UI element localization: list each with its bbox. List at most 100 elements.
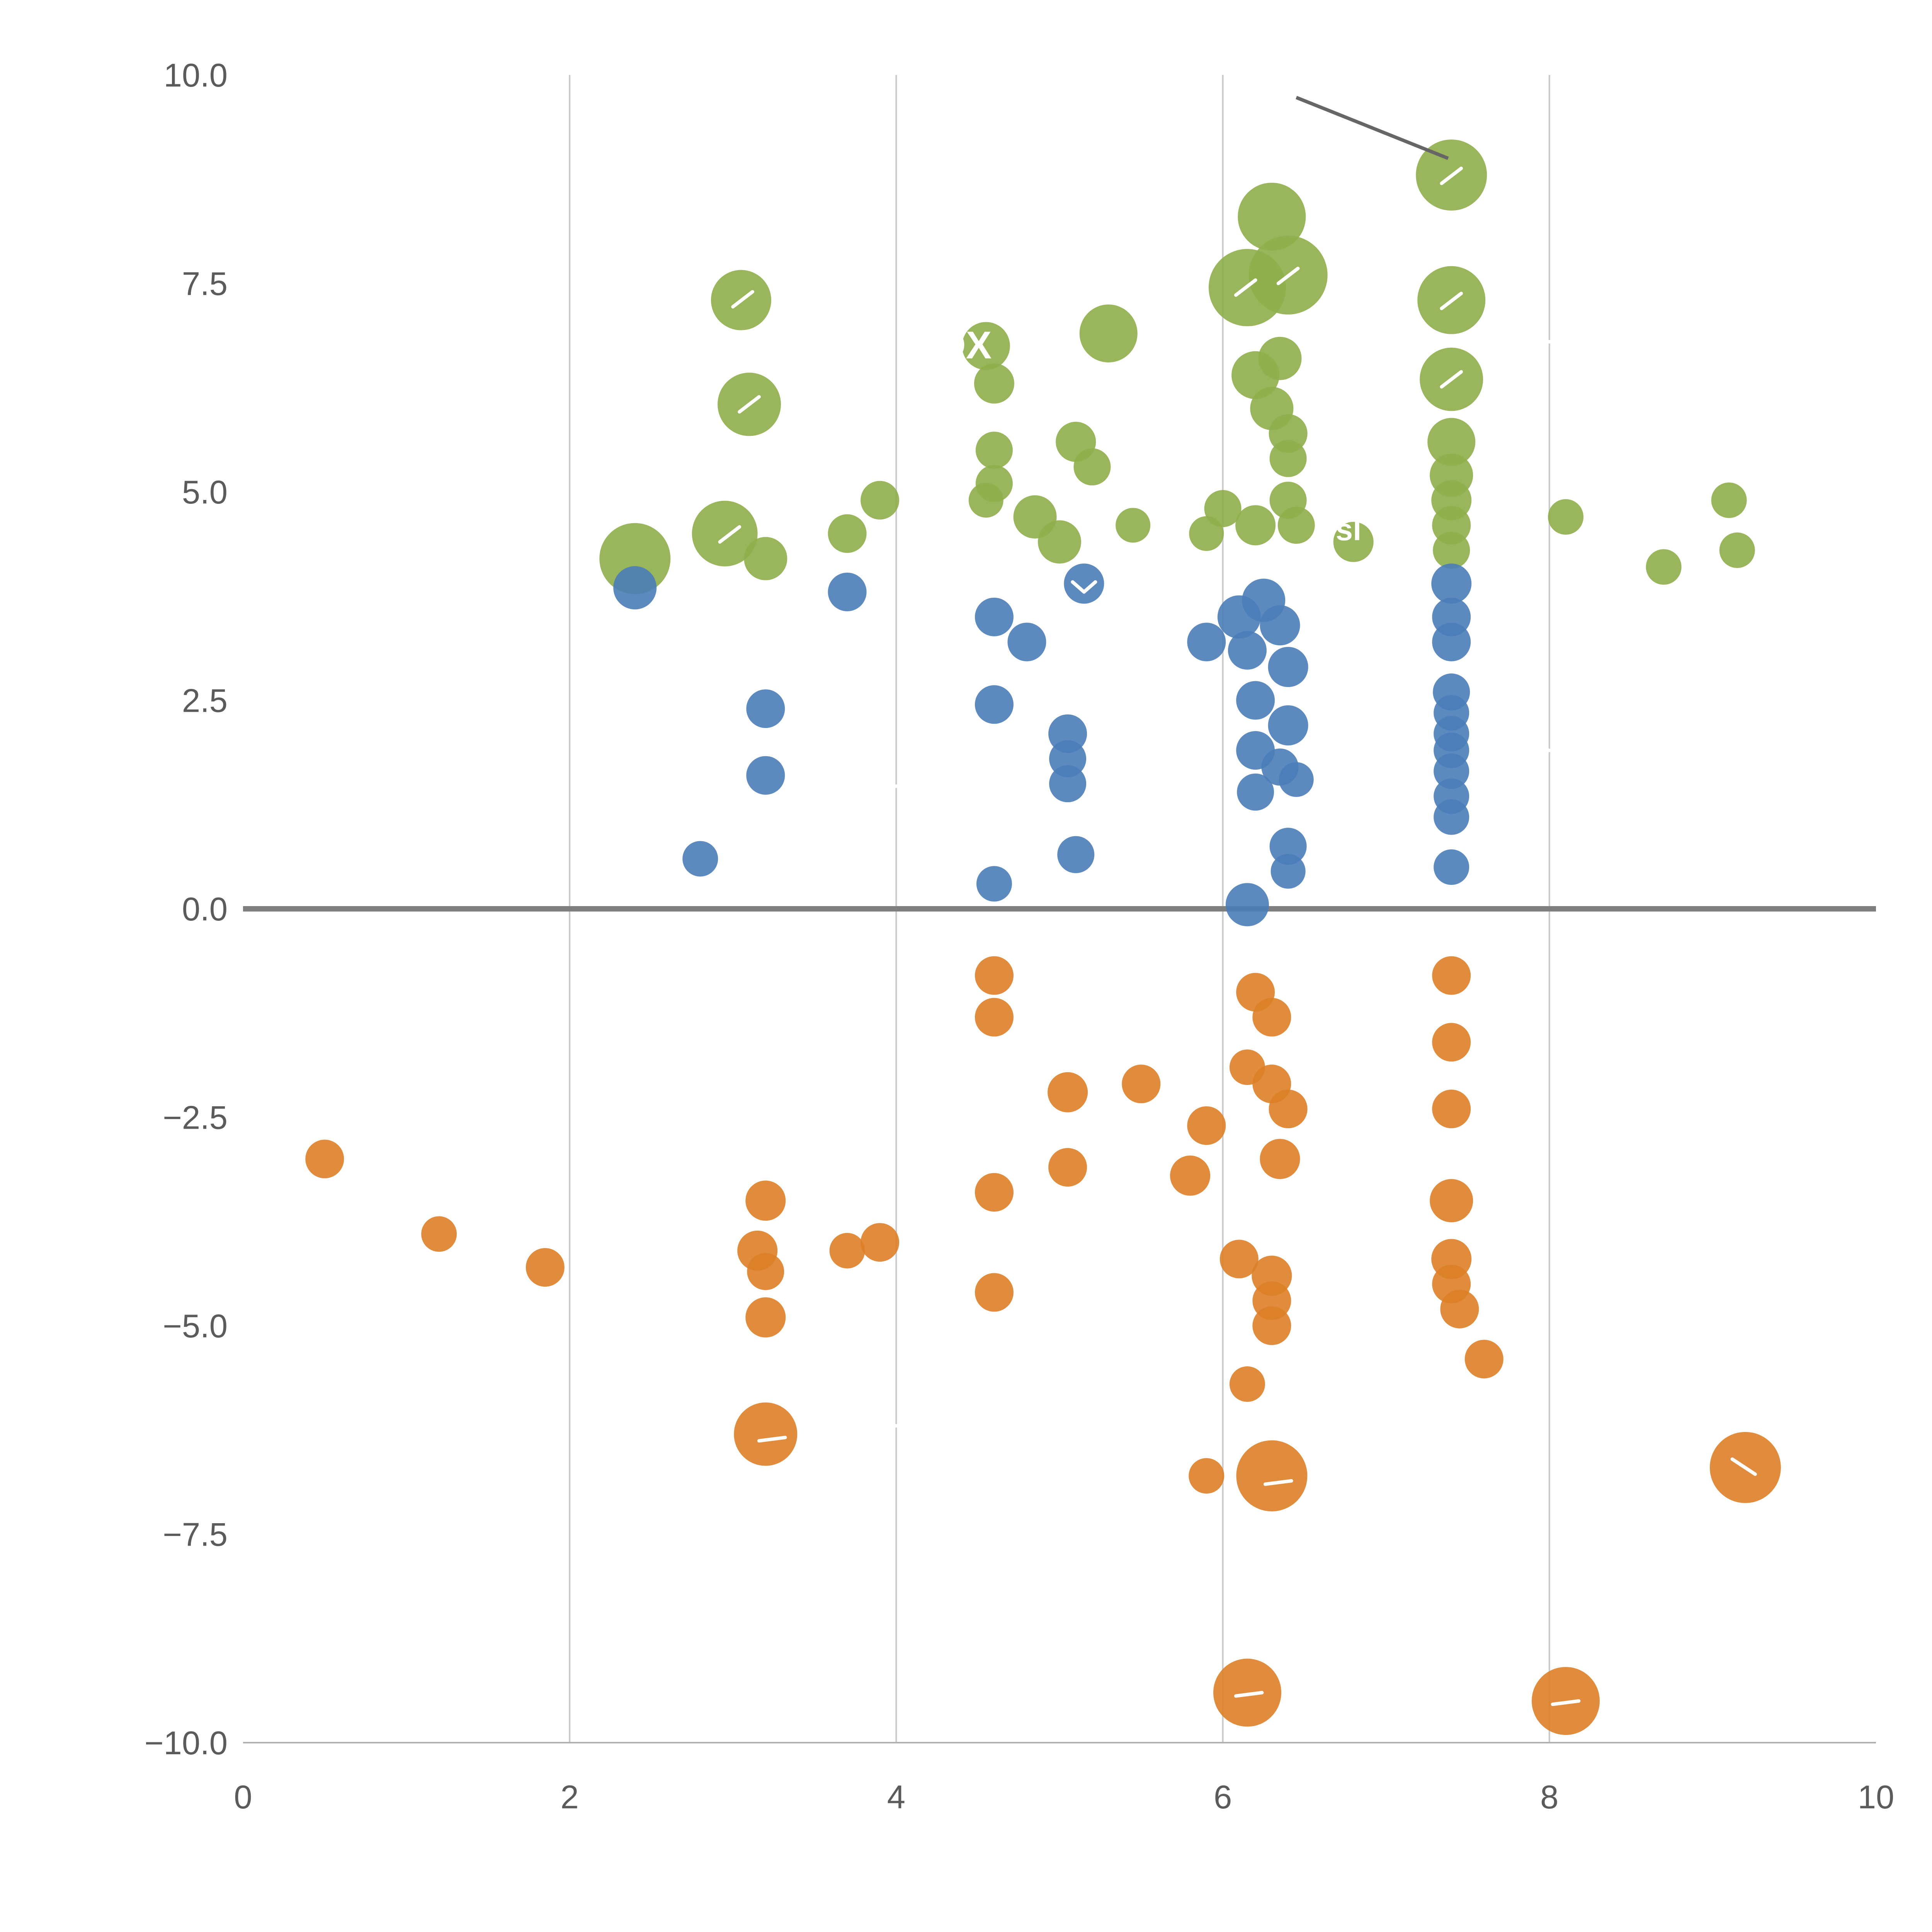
white-annotation-mark [1082, 580, 1097, 594]
data-point-blue [975, 597, 1014, 636]
data-point-blue [1237, 773, 1274, 811]
data-point-orange [526, 1248, 565, 1287]
data-point-blue [1187, 622, 1226, 662]
data-point-orange [1219, 1240, 1259, 1279]
y-tick-label: −2.5 [163, 1100, 228, 1136]
data-point-blue [1228, 631, 1267, 670]
data-point-green [1079, 304, 1138, 362]
data-point-blue [1057, 836, 1095, 873]
white-annotation-mark [1551, 1699, 1581, 1706]
data-point-orange [1048, 1072, 1088, 1112]
x-tick-label: 0 [234, 1779, 252, 1816]
data-point-blue [613, 566, 657, 610]
data-point-blue [1434, 849, 1469, 885]
data-point-green [962, 322, 1010, 370]
data-point-blue [1269, 828, 1307, 865]
data-point-blue [1049, 765, 1087, 803]
data-point-orange [829, 1233, 865, 1269]
data-point-green [968, 483, 1003, 518]
white-annotation-mark [1276, 267, 1300, 285]
data-point-orange [305, 1139, 344, 1179]
data-point-blue [1268, 705, 1308, 746]
data-point-green [1204, 490, 1242, 527]
data-point-green [1235, 505, 1276, 546]
data-point-green [692, 500, 758, 566]
data-point-blue [1236, 681, 1275, 720]
white-annotation-mark [1234, 1691, 1264, 1698]
y-tick-label: 5.0 [182, 474, 228, 511]
data-point-orange [1430, 1179, 1473, 1223]
data-point-orange [1189, 1458, 1225, 1494]
data-point-orange [1440, 1289, 1479, 1328]
data-point-blue [1431, 563, 1472, 604]
data-point-blue [1434, 799, 1469, 835]
annotation-line [1296, 96, 1449, 160]
white-annotation-mark [731, 290, 755, 309]
y-tick-label: 0.0 [182, 891, 228, 928]
data-point-green [1258, 337, 1302, 380]
data-point-orange [734, 1402, 798, 1466]
data-point-green [1269, 440, 1307, 477]
data-point-orange [975, 1173, 1014, 1212]
white-annotation-mark [757, 1435, 787, 1443]
data-point-orange [1260, 1139, 1300, 1179]
data-point-orange [1229, 1366, 1265, 1402]
y-tick-label: 7.5 [182, 266, 228, 303]
data-point-orange [421, 1216, 457, 1252]
data-point-green [1277, 507, 1315, 544]
white-annotation-mark [718, 525, 742, 544]
data-point-green [1433, 532, 1470, 569]
white-annotation-text: DX [938, 324, 992, 367]
data-point-orange [1269, 1089, 1308, 1128]
data-point-orange [747, 1253, 784, 1290]
data-point-green [1238, 182, 1306, 251]
data-point-orange [1236, 1440, 1308, 1512]
data-point-orange [1432, 956, 1471, 995]
x-tick-label: 6 [1214, 1779, 1232, 1816]
white-annotation-mark [1263, 1479, 1293, 1486]
data-point-green [861, 481, 900, 520]
data-point-blue [975, 685, 1014, 724]
data-point-orange [861, 1223, 900, 1262]
x-tick-label: 10 [1858, 1779, 1895, 1816]
white-annotation-mark [738, 395, 761, 414]
data-point-orange [1432, 1089, 1471, 1128]
data-point-green [974, 363, 1014, 404]
y-tick-label: 10.0 [164, 57, 228, 94]
x-tick-label: 2 [561, 1779, 579, 1816]
x-tick-label: 4 [887, 1779, 905, 1816]
data-point-green [975, 432, 1013, 469]
data-point-blue [746, 689, 785, 728]
x-tick-label: 8 [1540, 1779, 1558, 1816]
data-point-orange [1213, 1658, 1281, 1727]
y-tick-label: −10.0 [145, 1725, 228, 1762]
white-annotation-mark [1440, 370, 1463, 389]
data-point-green [1548, 499, 1584, 535]
data-point-green [1646, 549, 1682, 585]
data-point-orange [1252, 1306, 1291, 1345]
data-point-blue [746, 756, 785, 795]
data-point-orange [1464, 1340, 1503, 1379]
data-point-orange [975, 956, 1014, 995]
data-point-green [1116, 508, 1151, 543]
data-point-blue [1007, 622, 1046, 662]
white-annotation-mark [1440, 291, 1463, 310]
data-point-blue [1270, 854, 1306, 889]
data-point-green [1038, 520, 1081, 564]
data-point-blue [1064, 563, 1104, 604]
data-point-orange [1048, 1148, 1087, 1187]
white-annotation-mark [1234, 278, 1257, 297]
white-annotation-mark [1440, 167, 1463, 185]
data-point-orange [1187, 1106, 1226, 1145]
data-point-blue [828, 572, 867, 611]
data-point-orange [1252, 998, 1291, 1037]
data-point-orange [1122, 1065, 1161, 1104]
data-point-blue [1225, 883, 1269, 927]
y-tick-label: −7.5 [163, 1517, 228, 1553]
white-annotation-mark [1071, 580, 1086, 594]
data-point-blue [1434, 753, 1469, 789]
white-annotation-text: sl [1336, 512, 1362, 547]
y-tick-label: −5.0 [163, 1308, 228, 1345]
